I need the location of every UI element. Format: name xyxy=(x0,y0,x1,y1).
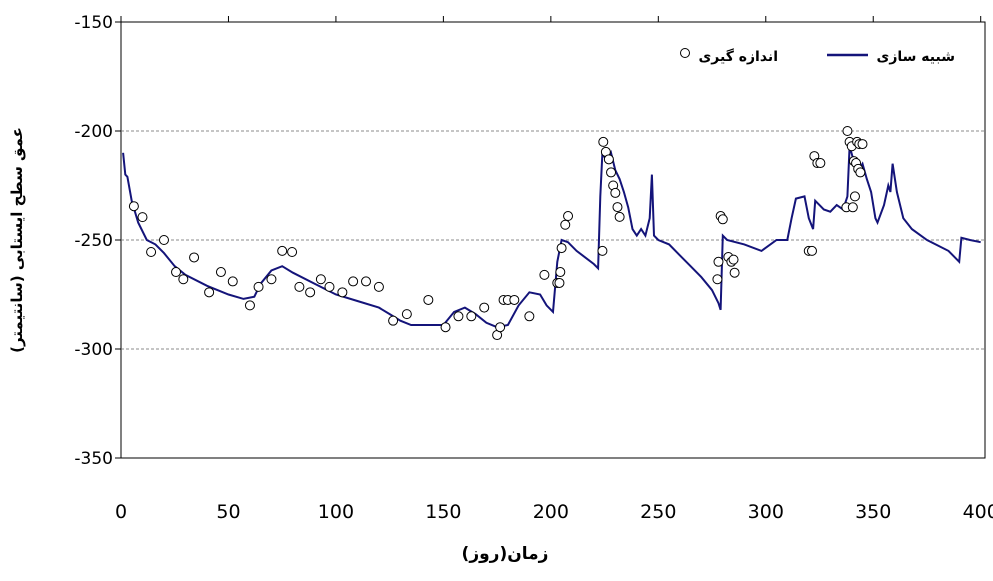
data-point xyxy=(524,311,535,322)
data-point xyxy=(324,281,335,292)
data-point xyxy=(614,211,625,222)
data-point xyxy=(137,212,148,223)
data-point xyxy=(554,277,565,288)
data-point xyxy=(453,311,464,322)
x-tick-label: 200 xyxy=(533,501,569,523)
data-point xyxy=(423,294,434,305)
y-tick-label: -300 xyxy=(74,340,113,360)
data-point xyxy=(189,252,200,263)
y-tick-label: -250 xyxy=(74,231,113,251)
data-point xyxy=(606,167,617,178)
y-axis-label: عمق سطح ایستابی (سانتیمتر) xyxy=(8,127,26,353)
data-point xyxy=(277,245,288,256)
data-point xyxy=(556,243,567,254)
x-tick-label: 350 xyxy=(855,501,891,523)
data-point xyxy=(401,309,412,320)
data-point xyxy=(612,202,623,213)
series-line xyxy=(122,146,981,329)
data-point xyxy=(305,287,316,298)
data-point xyxy=(712,274,723,285)
data-point xyxy=(348,276,359,287)
data-point xyxy=(227,276,238,287)
data-point xyxy=(598,136,609,147)
legend-marker xyxy=(680,48,690,58)
data-point xyxy=(597,245,608,256)
legend-label: اندازه گیری xyxy=(698,48,778,65)
data-point xyxy=(815,158,826,169)
x-tick-label: 150 xyxy=(425,501,461,523)
y-tick-label: -200 xyxy=(74,122,113,142)
data-point xyxy=(610,187,621,198)
data-point xyxy=(158,235,169,245)
data-point xyxy=(479,302,490,313)
data-point xyxy=(849,191,860,202)
data-point xyxy=(178,274,189,285)
data-point xyxy=(294,281,305,292)
legend-label: شبیه سازی xyxy=(877,49,955,65)
data-point xyxy=(287,246,298,257)
data-point xyxy=(555,267,566,278)
x-axis-label: زمان(روز) xyxy=(462,544,549,564)
data-point xyxy=(495,322,506,333)
data-point xyxy=(729,267,740,278)
data-point xyxy=(128,201,139,212)
data-point xyxy=(440,322,451,333)
data-point xyxy=(563,211,574,222)
data-point xyxy=(388,315,399,326)
data-point xyxy=(717,214,728,225)
x-tick-label: 300 xyxy=(748,501,784,523)
data-point xyxy=(204,287,215,298)
data-point xyxy=(855,167,866,178)
data-point xyxy=(847,202,858,213)
x-tick-label: 100 xyxy=(318,501,354,523)
data-point xyxy=(857,139,868,150)
data-point xyxy=(466,311,477,322)
data-point xyxy=(509,294,520,305)
data-point xyxy=(560,219,571,230)
data-point xyxy=(337,287,348,298)
data-point xyxy=(806,245,817,256)
data-point xyxy=(171,267,182,278)
x-tick-label: 250 xyxy=(640,501,676,523)
data-point xyxy=(361,276,372,287)
data-point xyxy=(603,154,614,165)
data-point xyxy=(315,274,326,285)
data-point xyxy=(713,256,724,267)
data-point xyxy=(728,254,739,265)
data-point xyxy=(146,246,157,257)
data-point xyxy=(373,281,384,292)
x-tick-label: 0 xyxy=(115,501,127,523)
x-tick-label: 400 xyxy=(963,501,993,523)
data-point xyxy=(539,269,550,280)
data-point xyxy=(253,281,264,292)
y-tick-label: -350 xyxy=(74,449,113,469)
data-point xyxy=(244,300,255,311)
data-point xyxy=(215,267,226,278)
data-point xyxy=(842,126,853,136)
x-tick-label: 50 xyxy=(216,501,240,523)
y-tick-label: -150 xyxy=(74,13,113,33)
data-point xyxy=(266,274,277,285)
